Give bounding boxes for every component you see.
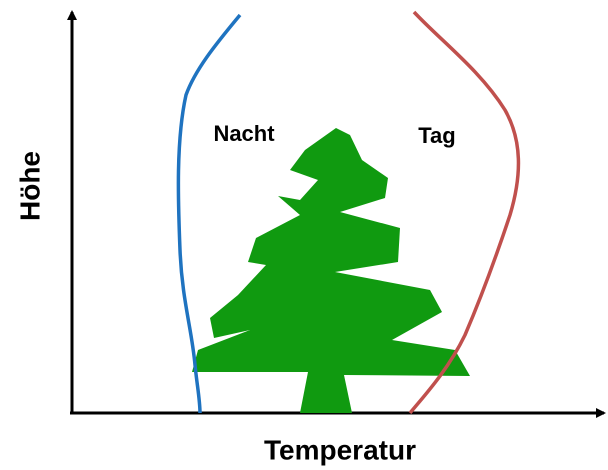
curve-label: Nacht xyxy=(213,121,275,146)
curve-label: Tag xyxy=(418,123,455,148)
x-axis-label: Temperatur xyxy=(264,434,416,465)
tree xyxy=(192,128,470,413)
diagram: Höhe Temperatur Nacht Tag xyxy=(0,0,608,470)
y-axis-label: Höhe xyxy=(14,151,45,221)
